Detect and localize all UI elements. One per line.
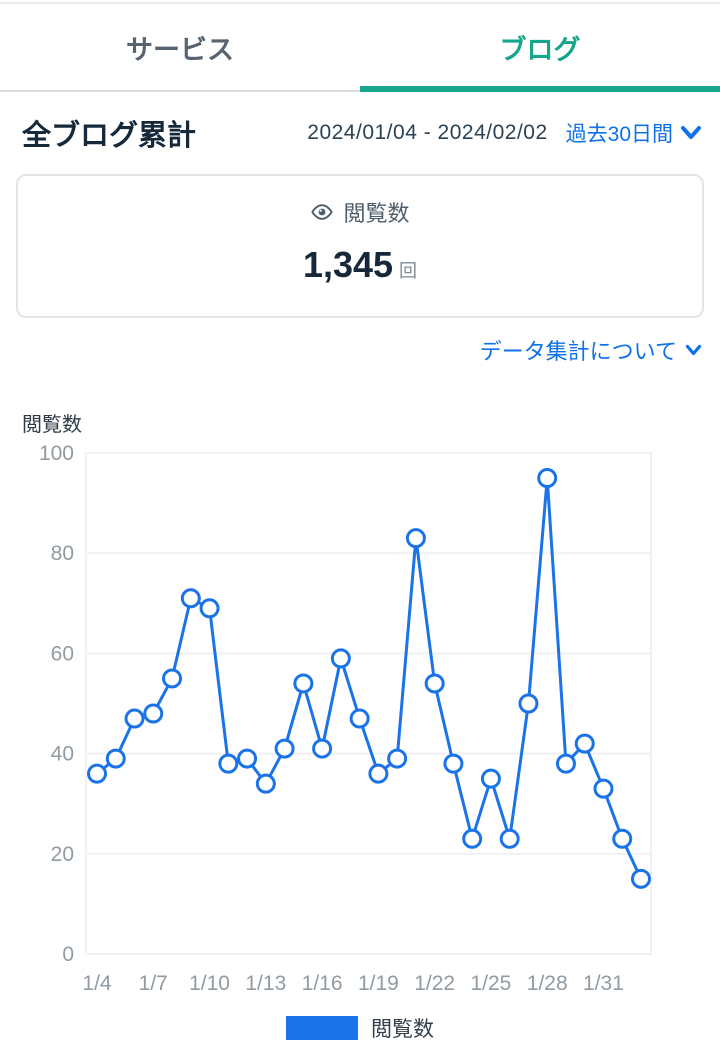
chevron-down-icon: [680, 125, 702, 141]
svg-text:1/28: 1/28: [527, 972, 568, 995]
svg-text:20: 20: [51, 843, 74, 866]
legend-label: 閲覧数: [371, 1018, 434, 1041]
chart-legend: 閲覧数: [0, 1013, 720, 1043]
svg-text:1/4: 1/4: [82, 972, 112, 995]
svg-text:1/22: 1/22: [414, 972, 455, 995]
eye-icon: [310, 200, 334, 224]
tab-blog-label: ブログ: [499, 34, 581, 65]
tab-service[interactable]: サービス: [0, 4, 360, 90]
period-selector[interactable]: 過去30日間: [566, 118, 702, 148]
views-line-chart: 0 20 40 60 80 100 1/4 1/7 1/10 1/13 1/16 1/19 1/22 1/…: [0, 441, 720, 997]
svg-text:60: 60: [51, 642, 74, 665]
svg-text:1/19: 1/19: [358, 972, 399, 995]
active-tab-indicator: [360, 86, 720, 92]
summary-header: 全ブログ累計 2024/01/04 - 2024/02/02 過去30日間: [0, 92, 720, 166]
data-note-link[interactable]: データ集計について: [480, 334, 702, 366]
chevron-down-icon: [685, 344, 702, 357]
svg-text:1/10: 1/10: [189, 972, 230, 995]
page-title: 全ブログ累計: [22, 120, 197, 152]
svg-text:1/31: 1/31: [583, 972, 624, 995]
svg-text:80: 80: [51, 542, 74, 565]
period-selector-label: 過去30日間: [565, 123, 673, 146]
metric-label: 閲覧数: [343, 201, 410, 226]
svg-text:1/13: 1/13: [245, 972, 286, 995]
views-summary-card: 閲覧数 1,345 回: [16, 174, 704, 318]
metric-value: 1,345: [302, 244, 394, 285]
tab-service-label: サービス: [126, 34, 234, 65]
tab-blog[interactable]: ブログ: [360, 4, 720, 90]
data-note-link-label: データ集計について: [479, 339, 677, 364]
svg-text:1/7: 1/7: [139, 972, 168, 995]
svg-text:0: 0: [62, 943, 74, 966]
top-divider: [0, 2, 720, 4]
svg-text:40: 40: [51, 743, 74, 766]
svg-text:100: 100: [39, 442, 74, 465]
views-chart-section: 閲覧数 0 20 40 60 80 100 1/4 1/7 1/10 1/13 1/16 1/19 1/…: [0, 408, 720, 1043]
svg-text:1/25: 1/25: [470, 972, 511, 995]
metric-unit: 回: [399, 261, 418, 281]
svg-text:1/16: 1/16: [302, 972, 343, 995]
chart-axis-title: 閲覧数: [22, 414, 82, 436]
date-range: 2024/01/04 - 2024/02/02: [307, 121, 548, 144]
legend-swatch: [286, 1016, 358, 1040]
tab-bar: サービス ブログ: [0, 4, 720, 92]
